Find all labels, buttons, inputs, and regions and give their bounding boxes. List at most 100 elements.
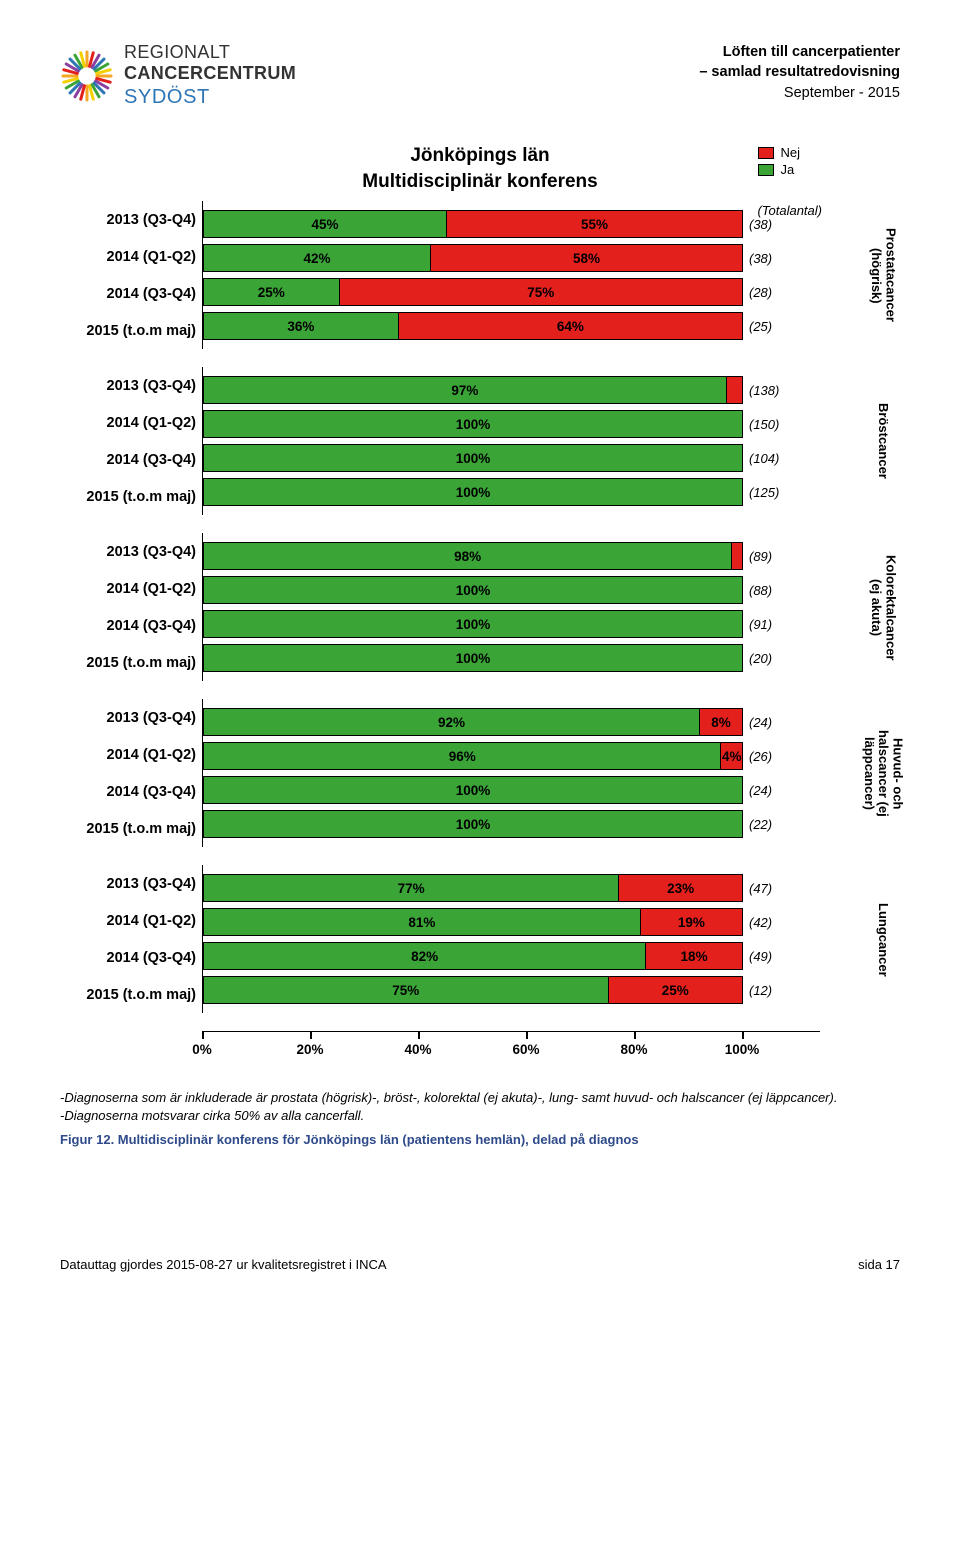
logo-line3: SYDÖST [124, 86, 296, 109]
count-label: (24) [743, 783, 789, 798]
footnote-1: -Diagnoserna som är inkluderade är prost… [60, 1089, 900, 1107]
period-label: 2015 (t.o.m maj) [60, 655, 202, 671]
bar-segment-nej: 18% [645, 943, 742, 969]
bar-segment-ja: 97% [204, 377, 726, 403]
period-label: 2014 (Q3-Q4) [60, 784, 202, 800]
period-label: 2014 (Q3-Q4) [60, 618, 202, 634]
x-tick-label: 60% [512, 1042, 539, 1057]
period-label: 2014 (Q1-Q2) [60, 249, 202, 265]
period-label: 2014 (Q3-Q4) [60, 950, 202, 966]
footnotes: -Diagnoserna som är inkluderade är prost… [60, 1089, 900, 1124]
header-title-2: – samlad resultatredovisning [699, 62, 900, 82]
logo-line2: CANCERCENTRUM [124, 63, 296, 84]
bar-row: 100%(88) [203, 573, 866, 607]
bar-segment-ja: 36% [204, 313, 398, 339]
bar-row: 75%25%(12) [203, 973, 866, 1007]
bar-segment-ja: 100% [204, 611, 742, 637]
count-label: (91) [743, 617, 789, 632]
logo-line1: REGIONALT [124, 42, 296, 63]
header-right: Löften till cancerpatienter – samlad res… [699, 42, 900, 103]
period-label: 2015 (t.o.m maj) [60, 821, 202, 837]
bar-segment-ja: 42% [204, 245, 430, 271]
chart-panel: 2013 (Q3-Q4) 2014 (Q1-Q2) 2014 (Q3-Q4) 2015… [60, 865, 900, 1013]
bar-segment-ja: 25% [204, 279, 339, 305]
page-footer: Datauttag gjordes 2015-08-27 ur kvalitet… [60, 1257, 900, 1272]
bar-segment-nej: 58% [430, 245, 742, 271]
legend-nej-label: Nej [780, 145, 800, 160]
x-axis: 0%20%40%60%80%100% [60, 1031, 900, 1071]
bar-segment-nej [731, 543, 742, 569]
bar-segment-ja: 96% [204, 743, 720, 769]
chart-panel: 2013 (Q3-Q4) 2014 (Q1-Q2) 2014 (Q3-Q4) 2015… [60, 699, 900, 847]
bar-segment-nej: 23% [618, 875, 742, 901]
bar-row: 97% (138) [203, 373, 866, 407]
legend-ja-label: Ja [780, 162, 794, 177]
page-header: REGIONALT CANCERCENTRUM SYDÖST Löften ti… [60, 42, 900, 109]
bar-segment-ja: 100% [204, 411, 742, 437]
period-label: 2014 (Q1-Q2) [60, 581, 202, 597]
bar-segment-ja: 100% [204, 777, 742, 803]
period-label: 2015 (t.o.m maj) [60, 323, 202, 339]
header-title-1: Löften till cancerpatienter [699, 42, 900, 62]
period-label: 2013 (Q3-Q4) [60, 544, 202, 560]
figure-caption: Figur 12. Multidisciplinär konferens för… [60, 1132, 900, 1147]
logo: REGIONALT CANCERCENTRUM SYDÖST [60, 42, 296, 109]
count-label: (22) [743, 817, 789, 832]
legend: Nej Ja [758, 145, 800, 179]
x-tick-label: 40% [404, 1042, 431, 1057]
period-label: 2013 (Q3-Q4) [60, 212, 202, 228]
bar-segment-ja: 82% [204, 943, 645, 969]
count-label: (26) [743, 749, 789, 764]
count-label: (24) [743, 715, 789, 730]
chart-panel: 2013 (Q3-Q4)2014 (Q1-Q2)2014 (Q3-Q4)2015… [60, 367, 900, 515]
count-label: (138) [743, 383, 789, 398]
count-label: (42) [743, 915, 789, 930]
count-label: (38) [743, 217, 789, 232]
count-label: (88) [743, 583, 789, 598]
bar-row: 100%(125) [203, 475, 866, 509]
bar-segment-nej: 8% [699, 709, 742, 735]
count-label: (104) [743, 451, 789, 466]
chart: Nej Ja (Totalantal) Jönköpings län Multi… [60, 145, 900, 1071]
period-label: 2014 (Q3-Q4) [60, 286, 202, 302]
sunburst-icon [60, 49, 114, 103]
period-label: 2013 (Q3-Q4) [60, 378, 202, 394]
period-label: 2013 (Q3-Q4) [60, 710, 202, 726]
footer-left: Datauttag gjordes 2015-08-27 ur kvalitet… [60, 1257, 387, 1272]
period-label: 2014 (Q1-Q2) [60, 747, 202, 763]
bar-row: 77%23%(47) [203, 871, 866, 905]
bar-segment-nej: 55% [446, 211, 742, 237]
bar-row: 96%4%(26) [203, 739, 866, 773]
period-label: 2015 (t.o.m maj) [60, 987, 202, 1003]
bar-row: 92%8%(24) [203, 705, 866, 739]
x-tick-label: 20% [296, 1042, 323, 1057]
chart-panel: 2013 (Q3-Q4) 2014 (Q1-Q2) 2014 (Q3-Q4) 2015… [60, 201, 900, 349]
count-label: (150) [743, 417, 789, 432]
bar-row: 100%(20) [203, 641, 866, 675]
bar-segment-ja: 77% [204, 875, 618, 901]
panel-category-label: Kolorektalcancer (ej akuta) [869, 555, 898, 661]
x-tick-label: 100% [725, 1042, 760, 1057]
bar-segment-ja: 100% [204, 445, 742, 471]
bar-segment-ja: 98% [204, 543, 731, 569]
footer-right: sida 17 [858, 1257, 900, 1272]
bar-segment-ja: 100% [204, 479, 742, 505]
count-label: (28) [743, 285, 789, 300]
panel-category-label: Lungcancer [876, 903, 890, 977]
bar-row: 82%18%(49) [203, 939, 866, 973]
panel-category-label: Huvud- och halscancer (ej läppcancer) [862, 730, 905, 817]
chart-panel: 2013 (Q3-Q4) 2014 (Q1-Q2) 2014 (Q3-Q4) 2015… [60, 533, 900, 681]
period-label: 2014 (Q1-Q2) [60, 913, 202, 929]
panel-category-label: Bröstcancer [876, 403, 890, 479]
period-label: 2013 (Q3-Q4) [60, 876, 202, 892]
x-tick-label: 0% [192, 1042, 212, 1057]
period-label: 2014 (Q3-Q4) [60, 452, 202, 468]
bar-segment-nej: 4% [720, 743, 742, 769]
bar-row: 100%(104) [203, 441, 866, 475]
bar-row: 42%58%(38) [203, 241, 866, 275]
bar-segment-ja: 45% [204, 211, 446, 237]
bar-row: 100%(24) [203, 773, 866, 807]
bar-segment-ja: 100% [204, 577, 742, 603]
count-label: (49) [743, 949, 789, 964]
count-label: (20) [743, 651, 789, 666]
